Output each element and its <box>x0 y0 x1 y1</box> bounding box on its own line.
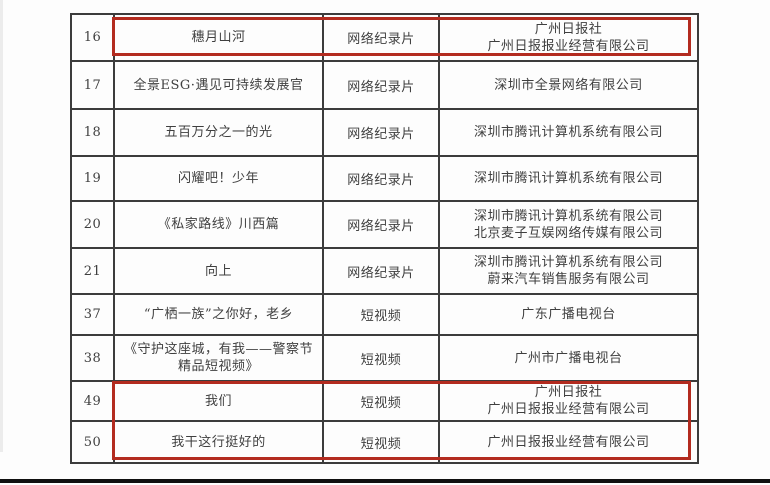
cell-category: 网络纪录片 <box>322 200 440 249</box>
table-row: 21 向上 网络纪录片 深圳市腾讯计算机系统有限公司 蔚来汽车销售服务有限公司 <box>70 247 699 295</box>
cell-company: 广州日报社广州日报报业经营有限公司 <box>438 380 699 422</box>
table-row: 37 “广栖一族”之你好，老乡 短视频 广东广播电视台 <box>70 293 699 336</box>
cell-category: 短视频 <box>322 293 440 336</box>
cell-title: “广栖一族”之你好，老乡 <box>113 293 324 336</box>
cell-number: 17 <box>70 60 115 110</box>
awards-table: 16 穗月山河 网络纪录片 广州日报社 广州日报报业经营有限公司 17 全景ESG·遇见可持… <box>70 13 699 464</box>
table-row: 49 我们 短视频 广州日报社 广州日报报业经营有限公司 <box>70 380 699 422</box>
cell-number: 38 <box>70 334 115 382</box>
cell-category: 网络纪录片 <box>322 247 440 295</box>
cell-category: 短视频 <box>322 334 440 382</box>
cell-number: 19 <box>70 155 115 202</box>
cell-title: 全景ESG·遇见可持续发展官 <box>113 60 324 110</box>
cell-company: 深圳市腾讯计算机系统有限公司 <box>438 108 699 157</box>
cell-category: 短视频 <box>322 420 440 464</box>
cell-category: 网络纪录片 <box>322 13 440 62</box>
cell-company: 广州市广播电视台 <box>438 334 699 382</box>
cell-number: 37 <box>70 293 115 336</box>
cell-company: 深圳市腾讯计算机系统有限公司 北京麦子互娱网络传媒有限公司 <box>438 200 699 249</box>
company-line: 深圳市腾讯计算机系统有限公司 <box>473 255 663 270</box>
cell-number: 20 <box>70 200 115 249</box>
cell-company: 深圳市全景网络有限公司 <box>438 60 699 110</box>
company-line: 广州日报报业经营有限公司 <box>487 402 650 417</box>
cell-number: 50 <box>70 420 115 464</box>
cell-company: 广州日报报业经营有限公司 <box>438 420 699 464</box>
cell-company: 深圳市腾讯计算机系统有限公司 蔚来汽车销售服务有限公司 <box>438 247 699 295</box>
company-line: 广州日报社 <box>534 385 603 400</box>
company-line: 深圳市腾讯计算机系统有限公司 <box>473 125 663 140</box>
table-row: 17 全景ESG·遇见可持续发展官 网络纪录片 深圳市全景网络有限公司 <box>70 60 699 110</box>
awards-table-body: 16 穗月山河 网络纪录片 广州日报社 广州日报报业经营有限公司 17 全景ESG·遇见可持… <box>70 13 699 464</box>
cell-number: 21 <box>70 247 115 295</box>
cell-category: 短视频 <box>322 380 440 422</box>
company-line: 深圳市腾讯计算机系统有限公司 <box>473 208 663 224</box>
company-line: 广州日报报业经营有限公司 <box>487 38 650 54</box>
company-line: 广州日报报业经营有限公司 <box>487 434 650 450</box>
cell-title: 《守护这座城，有我——警察节精品短视频》 <box>113 334 324 382</box>
cell-title: 闪耀吧！少年 <box>113 155 324 202</box>
cell-title: 我干这行挺好的 <box>113 420 324 464</box>
cell-title: 向上 <box>113 247 324 295</box>
cell-title: 穗月山河 <box>113 13 324 62</box>
cell-title: 五百万分之一的光 <box>113 108 324 157</box>
cell-number: 18 <box>70 108 115 157</box>
cell-title: 《私家路线》川西篇 <box>113 200 324 249</box>
table-row: 50 我干这行挺好的 短视频 广州日报报业经营有限公司 <box>70 420 699 464</box>
cell-category: 网络纪录片 <box>322 60 440 110</box>
company-line: 广东广播电视台 <box>521 307 616 322</box>
table-row: 16 穗月山河 网络纪录片 广州日报社 广州日报报业经营有限公司 <box>70 13 699 62</box>
bottom-border-line <box>0 479 770 483</box>
company-line: 蔚来汽车销售服务有限公司 <box>487 272 650 287</box>
company-line: 广州市广播电视台 <box>514 350 623 366</box>
cell-category: 网络纪录片 <box>322 108 440 157</box>
cell-company: 深圳市腾讯计算机系统有限公司 <box>438 155 699 202</box>
cell-category: 网络纪录片 <box>322 155 440 202</box>
cell-number: 49 <box>70 380 115 422</box>
company-line: 广州日报社 <box>534 21 603 37</box>
page-edge-line <box>0 0 3 452</box>
table-row: 19 闪耀吧！少年 网络纪录片 深圳市腾讯计算机系统有限公司 <box>70 155 699 202</box>
table-row: 20 《私家路线》川西篇 网络纪录片 深圳市腾讯计算机系统有限公司 北京麦子互娱网络传媒… <box>70 200 699 249</box>
cell-company: 广州日报社 广州日报报业经营有限公司 <box>438 13 699 62</box>
table-row: 38 《守护这座城，有我——警察节精品短视频》 短视频 广州市广播电视台 <box>70 334 699 382</box>
cell-company: 广东广播电视台 <box>438 293 699 336</box>
company-line: 深圳市腾讯计算机系统有限公司 <box>473 171 663 186</box>
cell-title: 我们 <box>113 380 324 422</box>
cell-number: 16 <box>70 13 115 62</box>
table-row: 18 五百万分之一的光 网络纪录片 深圳市腾讯计算机系统有限公司 <box>70 108 699 157</box>
company-line: 深圳市全景网络有限公司 <box>494 77 643 93</box>
company-line: 北京麦子互娱网络传媒有限公司 <box>473 225 663 241</box>
